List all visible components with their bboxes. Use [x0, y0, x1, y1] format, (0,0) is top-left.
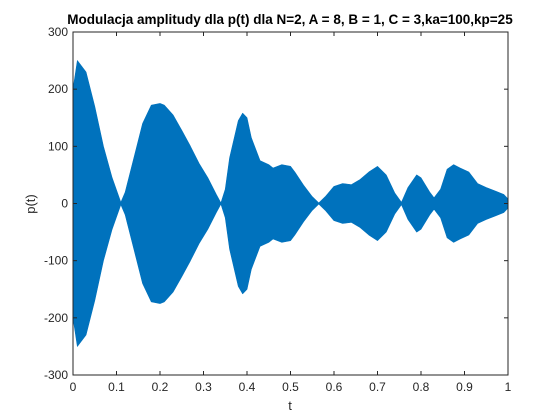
x-tick-label-8: 0.8 [413, 380, 430, 394]
y-tick-label-5: 200 [48, 82, 68, 96]
x-tick-label-5: 0.5 [282, 380, 299, 394]
x-tick-label-9: 0.9 [456, 380, 473, 394]
y-tick-label-3: 0 [61, 197, 68, 211]
x-tick-label-3: 0.3 [195, 380, 212, 394]
x-tick-label-1: 0.1 [108, 380, 125, 394]
x-tick-label-6: 0.6 [326, 380, 343, 394]
y-axis-label: p(t) [23, 194, 38, 214]
y-tick-label-0: -300 [44, 368, 68, 382]
x-axis-label: t [288, 398, 292, 413]
chart-title: Modulacja amplitudy dla p(t) dla N=2, A … [67, 12, 513, 27]
y-tick-label-2: -100 [44, 254, 68, 268]
x-tick-label-7: 0.7 [369, 380, 386, 394]
ticks-layer: 0 0.1 0.2 0.3 0.4 0.5 0.6 0.7 0.8 0.9 1 -300 -200 -10… [44, 25, 512, 394]
x-tick-label-4: 0.4 [239, 380, 256, 394]
y-tick-label-6: 300 [48, 25, 68, 39]
x-tick-label-0: 0 [70, 380, 77, 394]
x-tick-label-2: 0.2 [152, 380, 169, 394]
y-tick-label-4: 100 [48, 139, 68, 153]
x-tick-label-10: 1 [505, 380, 512, 394]
y-tick-label-1: -200 [44, 311, 68, 325]
